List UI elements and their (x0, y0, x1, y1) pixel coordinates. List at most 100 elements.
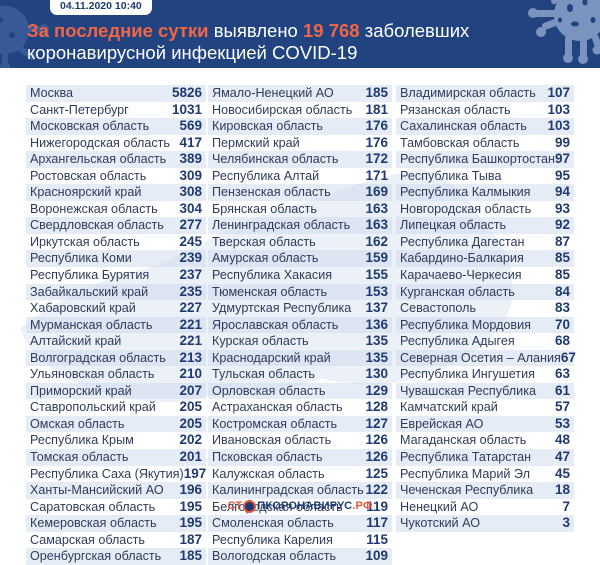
region-name: Республика Мордовия (396, 317, 531, 334)
table-row: Калужская область 125 (208, 466, 392, 483)
case-count: 197 (184, 466, 211, 483)
region-name: Республика Крым (26, 432, 134, 449)
case-count: 68 (555, 333, 574, 350)
case-count: 84 (555, 284, 574, 301)
case-count: 83 (555, 300, 574, 317)
case-count: 97 (555, 151, 574, 168)
case-count: 171 (365, 168, 392, 185)
region-name: Республика Коми (26, 250, 132, 267)
case-count: 213 (179, 350, 206, 367)
region-name: Москва (26, 85, 73, 102)
case-count: 201 (179, 449, 206, 466)
table-row: Республика Ингушетия 63 (396, 366, 574, 383)
case-count: 169 (365, 184, 392, 201)
case-count: 308 (179, 184, 206, 201)
region-name: Республика Ингушетия (396, 366, 535, 383)
case-count: 153 (365, 284, 392, 301)
region-name: Оренбургская область (26, 548, 161, 565)
region-name: Калужская область (208, 466, 325, 483)
region-name: Пензенская область (208, 184, 331, 201)
case-count: 70 (555, 317, 574, 334)
region-name: Свердловская область (26, 217, 164, 234)
case-count: 103 (547, 118, 574, 135)
case-count: 235 (179, 284, 206, 301)
region-name: Республика Карелия (208, 532, 333, 549)
region-name: Республика Адыгея (396, 333, 515, 350)
region-name: Алтайский край (26, 333, 121, 350)
region-name: Ульяновская область (26, 366, 154, 383)
region-name: Чукотский АО (396, 515, 480, 532)
case-count: 94 (555, 184, 574, 201)
case-count: 128 (365, 399, 392, 416)
region-name: Красноярский край (26, 184, 141, 201)
region-name: Брянская область (208, 201, 317, 218)
region-name: Омская область (26, 416, 125, 433)
region-name: Республика Бурятия (26, 267, 149, 284)
case-count: 389 (179, 151, 206, 168)
table-row: Воронежская область 304 (26, 201, 206, 218)
region-name: Карачаево-Черкесия (396, 267, 522, 284)
region-name: Северная Осетия – Алания (396, 350, 561, 367)
case-count: 136 (365, 317, 392, 334)
case-count: 1031 (172, 102, 206, 119)
case-count: 569 (179, 118, 206, 135)
case-count: 99 (555, 135, 574, 152)
case-count: 107 (547, 85, 574, 102)
case-count: 309 (179, 168, 206, 185)
region-name: Владимирская область (396, 85, 536, 102)
case-count: 61 (555, 383, 574, 400)
headline-text-suffix: заболевших (360, 20, 470, 41)
case-count: 63 (555, 366, 574, 383)
case-count: 135 (365, 350, 392, 367)
region-name: Ленинградская область (208, 217, 350, 234)
table-row: Владимирская область 107 (396, 85, 574, 102)
page-title: За последние сутки выявлено 19 768 забол… (27, 20, 469, 64)
case-count: 130 (365, 366, 392, 383)
case-count: 47 (555, 449, 574, 466)
case-count: 125 (365, 466, 392, 483)
region-name: Воронежская область (26, 201, 158, 218)
region-name: Кабардино-Балкария (396, 250, 524, 267)
case-count: 195 (179, 515, 206, 532)
virus-ring-icon (243, 500, 256, 513)
region-name: Магаданская область (396, 432, 526, 449)
region-name: Архангельская область (26, 151, 166, 168)
region-name: Кировская область (208, 118, 323, 135)
case-count: 162 (365, 234, 392, 251)
logo-text-right: .РФ (352, 500, 372, 512)
region-name: Республика Татарстан (396, 449, 531, 466)
case-count: 304 (179, 201, 206, 218)
case-count: 57 (555, 399, 574, 416)
case-count: 176 (365, 135, 392, 152)
region-name: Кемеровская область (26, 515, 157, 532)
region-name: Тюменская область (208, 284, 327, 301)
region-name: Псковская область (208, 449, 323, 466)
